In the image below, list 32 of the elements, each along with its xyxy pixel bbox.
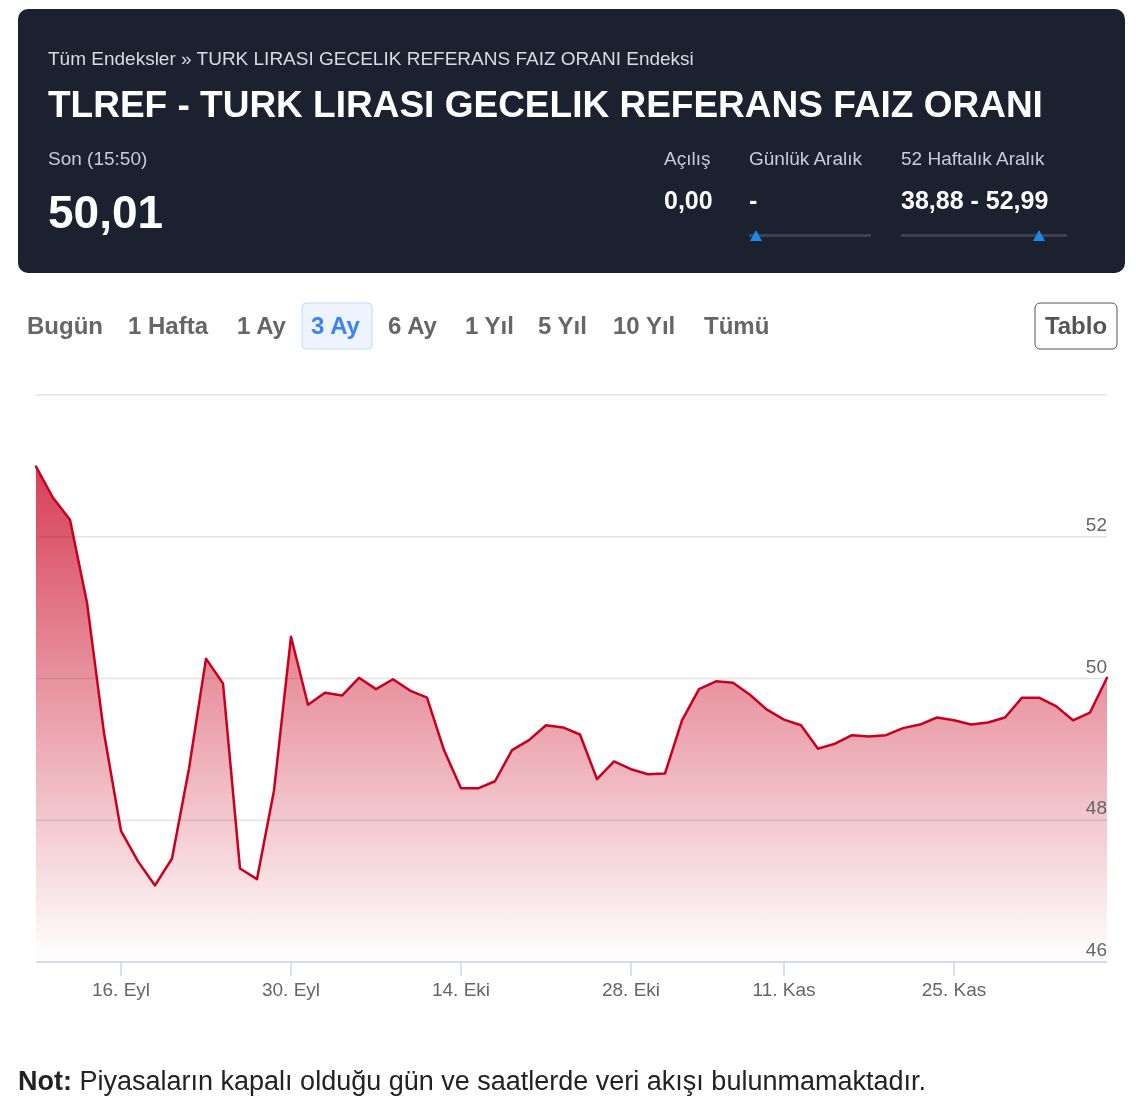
text: 1 Hafta <box>128 312 209 339</box>
text: 1 Yıl <box>465 312 514 339</box>
text: - <box>749 186 758 214</box>
text: 52 Haftalık Aralık <box>901 148 1046 169</box>
y-tick-label: 46 <box>1085 939 1107 960</box>
x-tick-label: 16. Eyl <box>91 979 151 1000</box>
text: 5 Yıl <box>538 312 587 339</box>
text: Not: <box>18 1066 72 1096</box>
x-tick-label: 25. Kas <box>921 979 987 1000</box>
chart-title: TLREF - TURK LIRASI GECELIK REFERANS FAIZ ORANI <box>48 84 1043 125</box>
text: Tümü <box>704 312 770 339</box>
text: 10 Yıl <box>613 312 676 339</box>
text: Piyasaların kapalı olduğu gün ve saatlerde veri akışı bulunmamaktadır. <box>71 1066 926 1096</box>
y-tick-label: 52 <box>1085 513 1107 535</box>
x-tick-label: 28. Eki <box>601 979 661 1000</box>
x-tick-label: 14. Eki <box>431 979 491 1000</box>
text: Tablo <box>1044 312 1108 339</box>
text: 38,88 - 52,99 <box>901 186 1049 214</box>
text: 1 Ay <box>237 312 287 339</box>
text: Son (15:50) <box>48 148 148 169</box>
x-tick-label: 11. Kas <box>752 979 816 1000</box>
y-tick-label: 48 <box>1085 797 1107 819</box>
text: Açılış <box>664 148 711 169</box>
chart-subtitle: Tüm Endeksler » TURK LIRASI GECELIK REFERANS FAIZ ORANI Endeksi <box>48 48 694 69</box>
text: 0,00 <box>664 186 713 214</box>
text: Bugün <box>27 312 103 339</box>
x-tick-label: 30. Eyl <box>261 979 321 1000</box>
text: 50,01 <box>48 186 164 238</box>
text: 3 Ay <box>311 312 361 339</box>
text: Günlük Aralık <box>749 148 863 169</box>
y-tick-label: 50 <box>1085 655 1107 677</box>
text: 6 Ay <box>388 312 438 339</box>
